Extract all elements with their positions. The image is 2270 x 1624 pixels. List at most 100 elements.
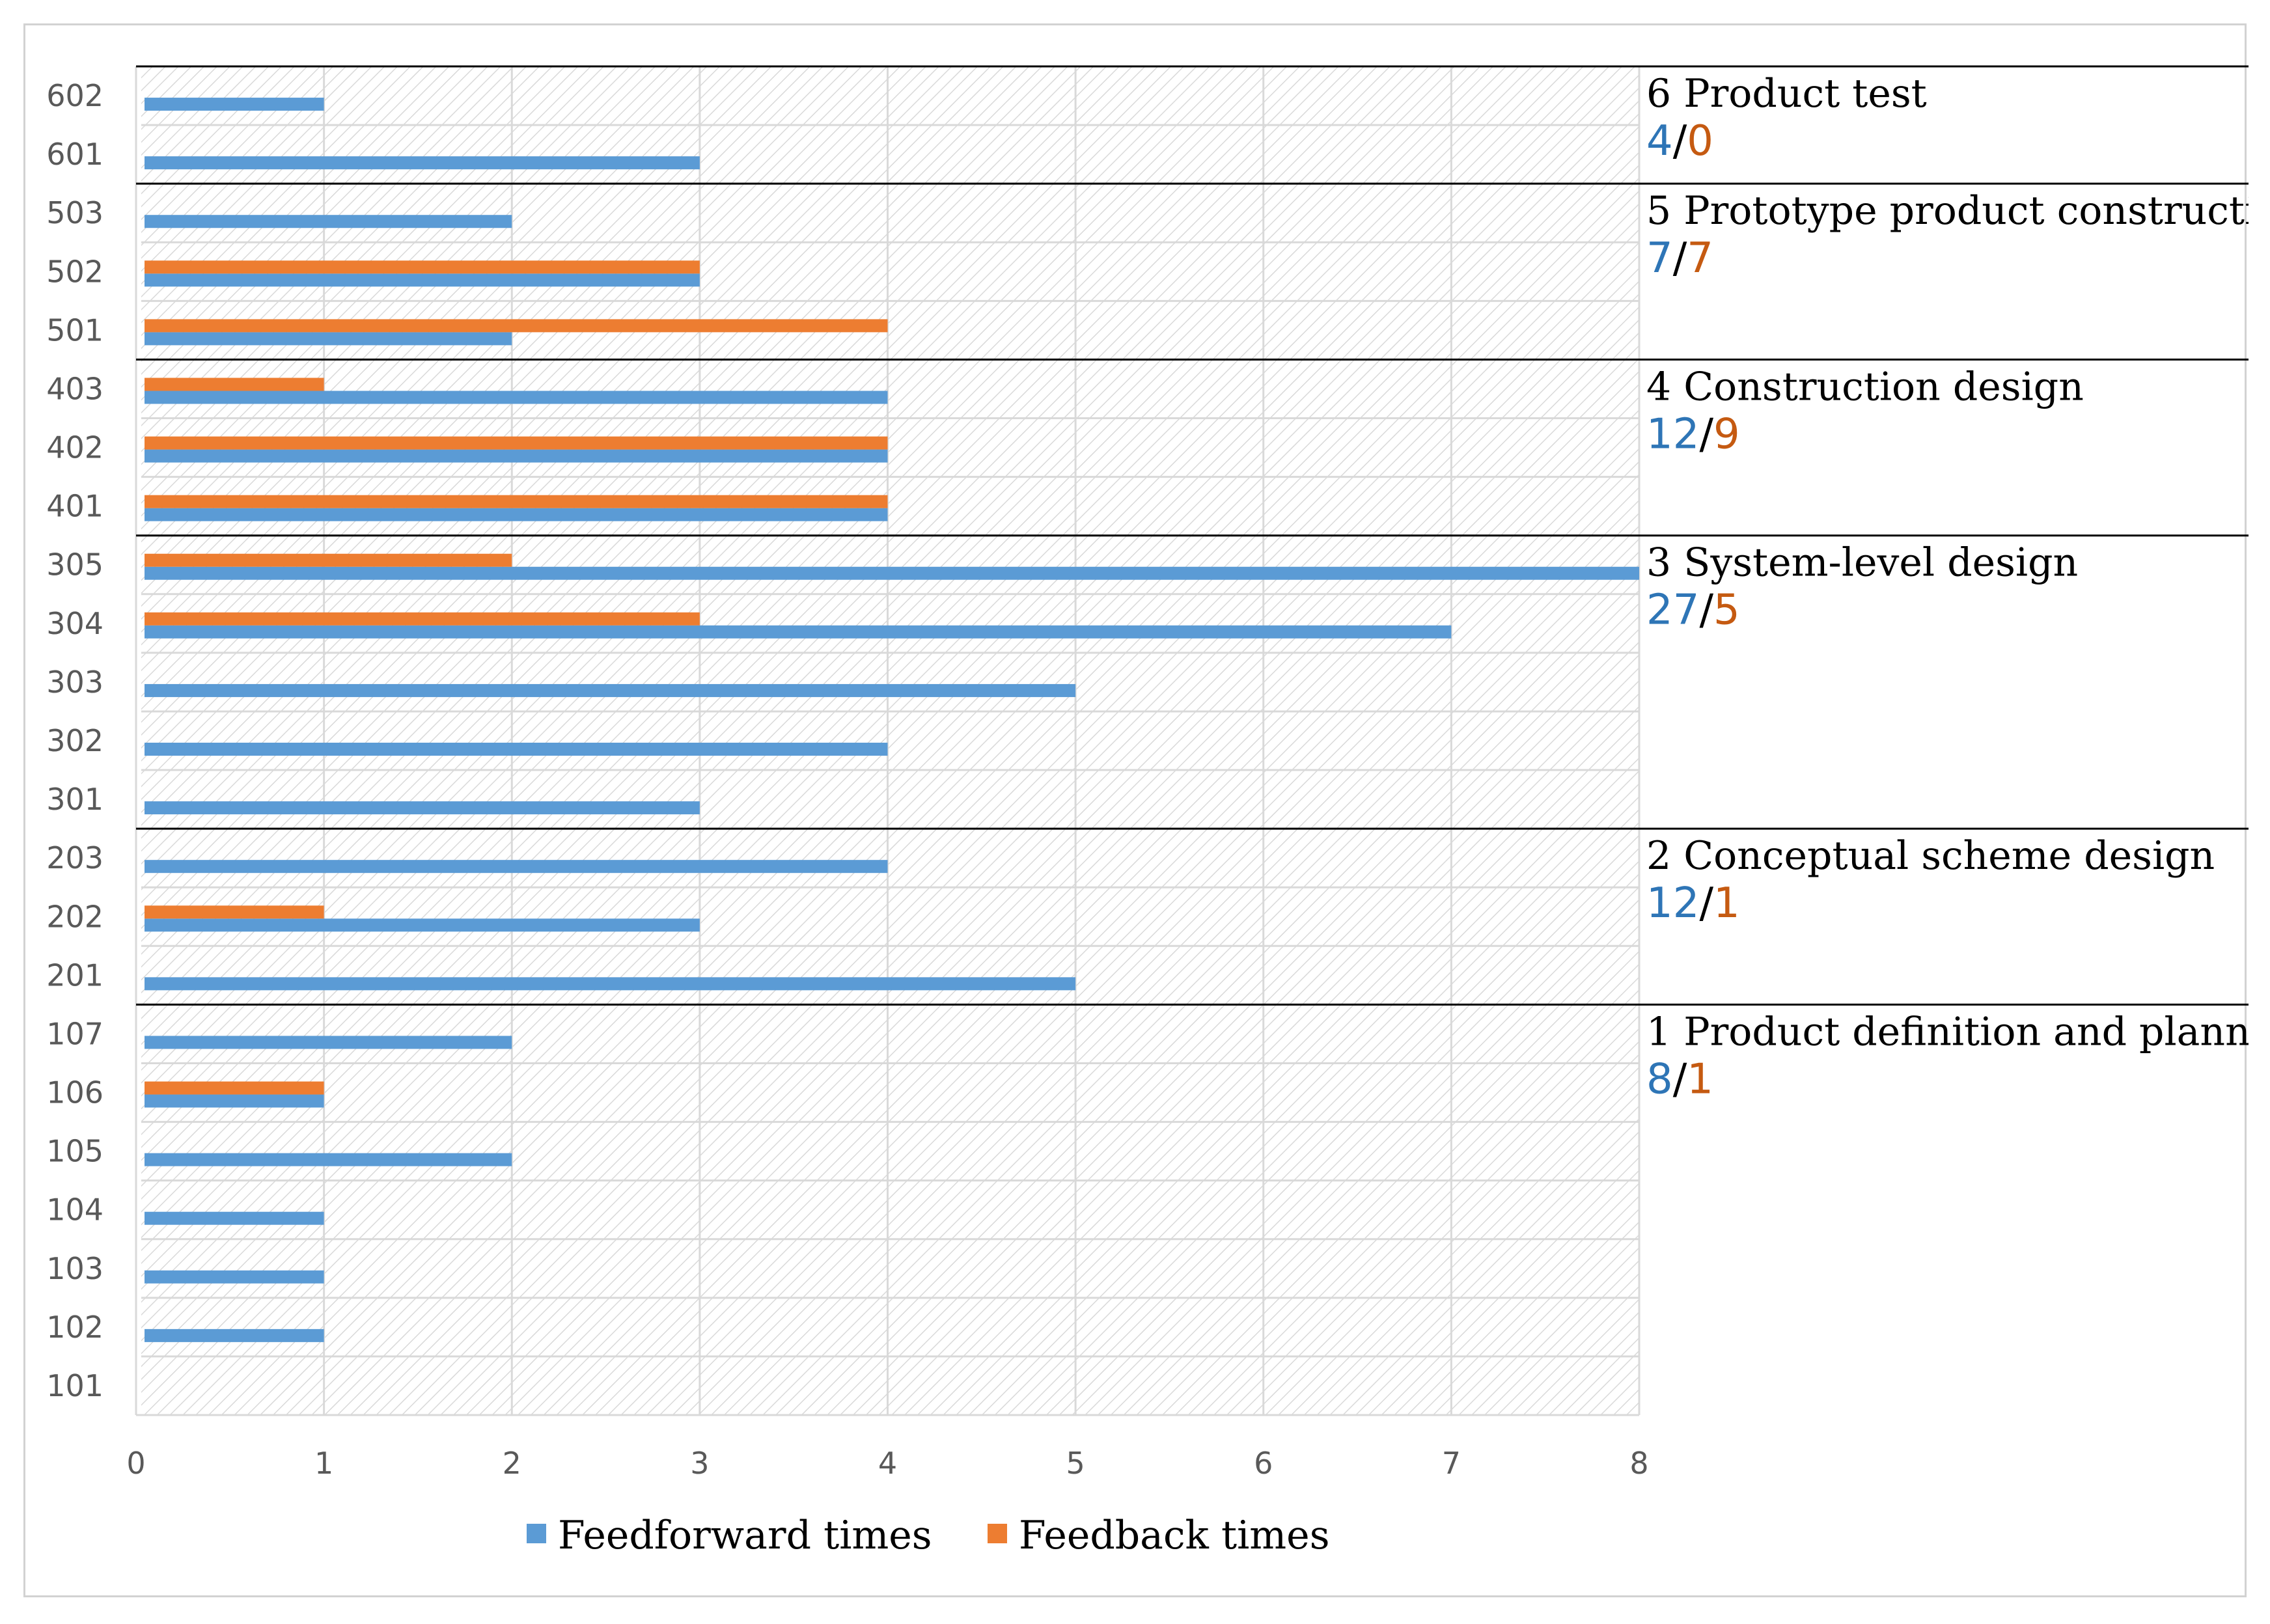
- phase-count: 8/1: [1646, 1055, 1713, 1103]
- y-tick-label: 303: [46, 665, 104, 700]
- phase-count-separator: /: [1699, 586, 1713, 635]
- y-tick-label: 202: [46, 899, 104, 934]
- phase-count: 7/7: [1646, 234, 1713, 282]
- y-tick-label: 601: [46, 137, 104, 172]
- x-tick-label: 7: [1442, 1446, 1461, 1481]
- phase-title: 3 System-level design: [1646, 540, 2078, 586]
- feedback-bar-401: [145, 495, 888, 508]
- feedforward-bar-401: [145, 508, 888, 521]
- feedforward-bar-305: [145, 566, 1639, 580]
- feedforward-bar-105: [145, 1153, 512, 1166]
- feedforward-bar-601: [145, 156, 700, 170]
- feedforward-bar-301: [145, 801, 700, 815]
- phase-count: 4/0: [1646, 117, 1713, 165]
- legend-swatch-feedback: [988, 1524, 1007, 1543]
- feedback-bar-106: [145, 1081, 324, 1095]
- feedback-bar-304: [145, 612, 700, 626]
- feedforward-bar-102: [145, 1328, 324, 1342]
- x-tick-label: 1: [314, 1446, 333, 1481]
- phase-feedback-count: 5: [1713, 586, 1740, 635]
- legend-item: Feedback times: [988, 1513, 1329, 1558]
- legend-label-feedback: Feedback times: [1019, 1513, 1329, 1558]
- phase-feedforward-count: 12: [1646, 410, 1699, 458]
- phase-feedforward-count: 8: [1646, 1055, 1673, 1103]
- y-tick-label: 502: [46, 254, 104, 289]
- feedforward-bar-302: [145, 743, 888, 756]
- y-tick-label: 103: [46, 1251, 104, 1286]
- y-tick-label: 403: [46, 371, 104, 406]
- y-tick-label: 302: [46, 723, 104, 758]
- phase-title: 4 Construction design: [1646, 364, 2084, 409]
- phase-title: 5 Prototype product construction: [1646, 188, 2249, 234]
- phase-count: 12/9: [1646, 410, 1740, 458]
- phase-feedforward-count: 27: [1646, 586, 1699, 635]
- phase-title: 1 Product definition and planning: [1646, 1009, 2249, 1054]
- chart-frame: 101 102 103 104 105 106 107 201 202 203 301 302 303 3…: [23, 23, 2249, 1597]
- feedback-bar-501: [145, 319, 888, 333]
- phase-feedback-count: 1: [1687, 1055, 1713, 1103]
- x-tick-label: 3: [690, 1446, 709, 1481]
- x-tick-label: 4: [878, 1446, 897, 1481]
- feedforward-bar-304: [145, 625, 1452, 639]
- feedforward-bar-303: [145, 683, 1076, 697]
- feedforward-bar-201: [145, 977, 1076, 991]
- feedforward-bar-106: [145, 1094, 324, 1108]
- x-tick-label: 5: [1066, 1446, 1085, 1481]
- y-tick-label: 602: [46, 78, 104, 113]
- x-tick-label: 8: [1629, 1446, 1648, 1481]
- y-tick-label: 501: [46, 312, 104, 348]
- feedforward-bar-501: [145, 332, 512, 346]
- feedforward-bar-402: [145, 449, 888, 463]
- feedforward-bar-502: [145, 273, 700, 287]
- phase-count: 27/5: [1646, 586, 1740, 635]
- feedforward-bar-104: [145, 1211, 324, 1225]
- feedback-bar-305: [145, 553, 512, 567]
- x-tick-label: 0: [126, 1446, 145, 1481]
- feedforward-bar-103: [145, 1270, 324, 1284]
- phase-feedforward-count: 12: [1646, 879, 1699, 928]
- y-tick-label: 106: [46, 1075, 104, 1110]
- phase-count-separator: /: [1699, 410, 1713, 458]
- plot-area: [141, 66, 1639, 1415]
- feedforward-bar-602: [145, 98, 324, 111]
- phase-feedback-count: 0: [1687, 117, 1713, 165]
- y-tick-label: 503: [46, 195, 104, 230]
- phase-feedback-count: 7: [1687, 234, 1713, 282]
- x-tick-label: 6: [1254, 1446, 1273, 1481]
- feedback-bar-403: [145, 378, 324, 391]
- phase-count: 12/1: [1646, 879, 1740, 928]
- feedback-bar-202: [145, 905, 324, 919]
- y-tick-label: 107: [46, 1016, 104, 1051]
- feedback-bar-402: [145, 436, 888, 450]
- phase-feedback-count: 9: [1713, 410, 1740, 458]
- phase-count-separator: /: [1673, 1055, 1687, 1103]
- feedback-bar-502: [145, 260, 700, 274]
- y-tick-label: 104: [46, 1192, 104, 1228]
- phase-feedforward-count: 7: [1646, 234, 1673, 282]
- phase-count-separator: /: [1673, 117, 1687, 165]
- feedforward-bar-503: [145, 215, 512, 228]
- phase-title: 2 Conceptual scheme design: [1646, 833, 2215, 879]
- y-tick-label: 102: [46, 1310, 104, 1345]
- phase-count-separator: /: [1673, 234, 1687, 282]
- legend-swatch-feedforward: [527, 1524, 546, 1543]
- y-tick-label: 203: [46, 840, 104, 875]
- phase-title: 6 Product test: [1646, 71, 1927, 117]
- y-tick-label: 201: [46, 957, 104, 993]
- chart-svg: 1011021031041051061072012022033013023033…: [46, 65, 2249, 1558]
- y-tick-label: 105: [46, 1134, 104, 1169]
- phase-feedforward-count: 4: [1646, 117, 1673, 165]
- y-tick-label: 305: [46, 547, 104, 583]
- y-tick-label: 401: [46, 489, 104, 524]
- legend-label-feedforward: Feedforward times: [558, 1513, 932, 1558]
- phase-count-separator: /: [1699, 879, 1713, 928]
- feedforward-bar-107: [145, 1036, 512, 1049]
- y-tick-label: 301: [46, 782, 104, 817]
- y-tick-label: 304: [46, 606, 104, 641]
- legend-item: Feedforward times: [527, 1513, 932, 1558]
- feedforward-bar-403: [145, 391, 888, 404]
- feedforward-bar-203: [145, 860, 888, 874]
- y-tick-label: 101: [46, 1368, 104, 1403]
- x-tick-label: 2: [503, 1446, 521, 1481]
- y-tick-label: 402: [46, 430, 104, 465]
